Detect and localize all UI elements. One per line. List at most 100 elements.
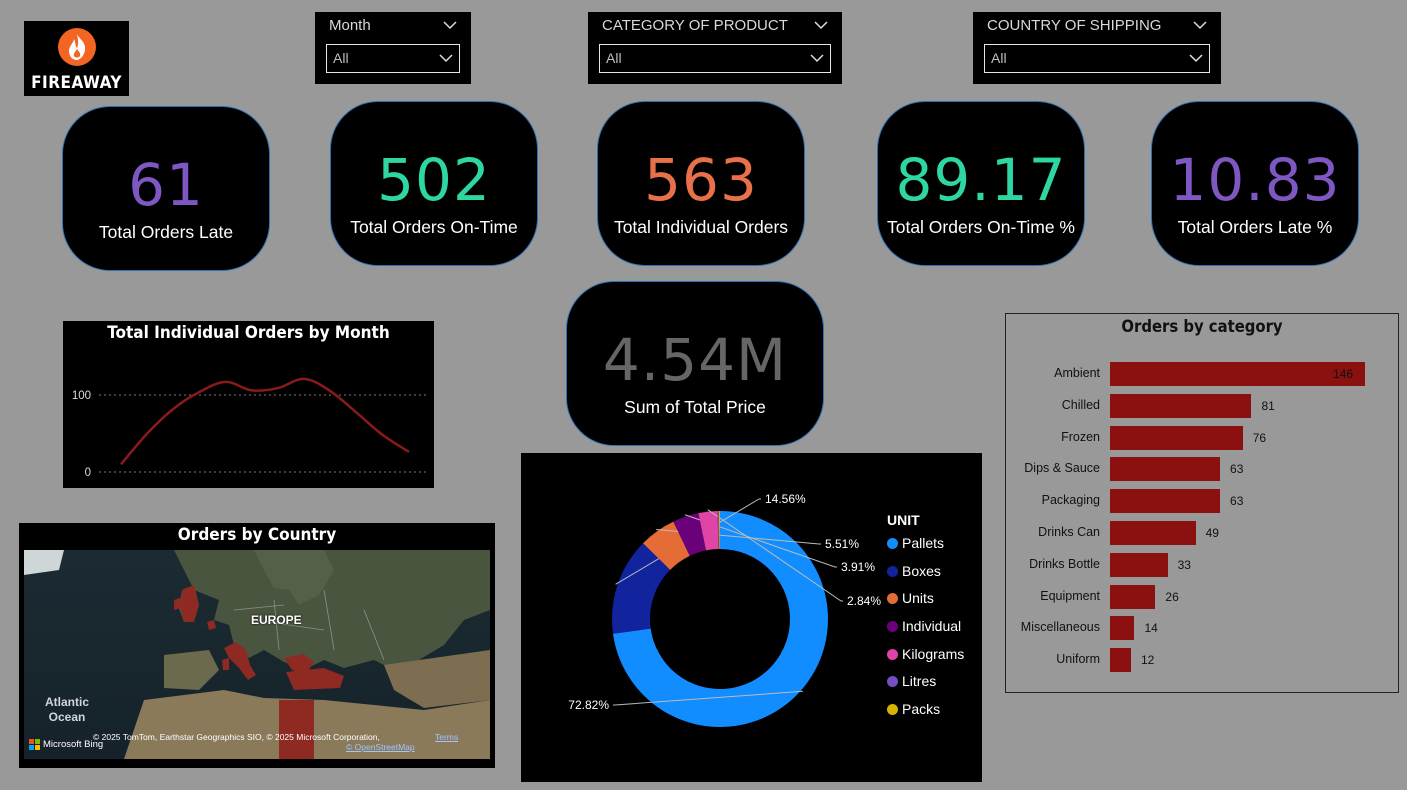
legend-item-litres[interactable]: Litres xyxy=(887,673,964,701)
kpi-label: Total Orders Late xyxy=(98,222,234,242)
y-tick-label: 0 xyxy=(85,467,91,479)
bar[interactable] xyxy=(1110,425,1243,450)
chevron-down-icon[interactable] xyxy=(814,18,828,32)
legend-label: Pallets xyxy=(902,535,945,551)
category-slicer-title: CATEGORY OF PRODUCT xyxy=(602,17,788,34)
chevron-down-icon[interactable] xyxy=(439,51,453,65)
data-label: 3.91% xyxy=(841,560,875,574)
fireaway-logo: FIREAWAY xyxy=(24,21,129,96)
data-label: 146 xyxy=(1333,367,1354,381)
orders-by-unit-donut-chart[interactable]: 72.82% 14.56% 5.51% 3.91% 2.84% UNIT Pallets… xyxy=(521,453,982,782)
legend-label: Individual xyxy=(902,618,962,635)
bar[interactable] xyxy=(1110,362,1365,386)
category-label: Drinks Bottle xyxy=(1029,556,1100,571)
legend-label: Packs xyxy=(902,701,941,718)
logo-text: FIREAWAY xyxy=(31,73,122,93)
bing-label: Microsoft Bing xyxy=(43,739,104,750)
kpi-value: 563 xyxy=(644,146,758,214)
map-label-europe: EUROPE xyxy=(251,613,302,627)
chevron-down-icon[interactable] xyxy=(810,51,824,65)
data-label: 14.56% xyxy=(765,492,806,506)
kpi-value: 89.17 xyxy=(895,146,1067,214)
country-highlight xyxy=(286,668,344,690)
data-label: 5.51% xyxy=(825,537,859,551)
country-dropdown-value: All xyxy=(991,50,1007,66)
legend-item-boxes[interactable]: Boxes xyxy=(887,563,964,591)
data-label: 26 xyxy=(1165,589,1179,604)
legend-item-units[interactable]: Units xyxy=(887,590,964,618)
country-dropdown[interactable]: All xyxy=(984,44,1210,73)
bar[interactable] xyxy=(1110,616,1135,641)
series-line xyxy=(120,377,410,466)
kpi-card-orders-late[interactable]: 61 Total Orders Late xyxy=(62,106,270,271)
category-label: Miscellaneous xyxy=(1020,620,1100,635)
category-dropdown-value: All xyxy=(606,50,622,66)
map-osm-link[interactable]: © OpenStreetMap xyxy=(346,742,415,752)
kpi-card-late-percent[interactable]: 10.83 Total Orders Late % xyxy=(1151,101,1359,266)
kpi-value: 502 xyxy=(377,146,491,214)
map-canvas[interactable] xyxy=(24,550,490,759)
chevron-down-icon[interactable] xyxy=(1193,18,1207,32)
category-label: Dips & Sauce xyxy=(1024,461,1100,476)
category-slicer[interactable]: CATEGORY OF PRODUCT All xyxy=(588,12,842,84)
bar[interactable] xyxy=(1110,393,1252,418)
map-label-ocean: Atlantic Ocean xyxy=(45,695,89,725)
chart-title: Orders by category xyxy=(1121,317,1283,336)
category-label: Frozen xyxy=(1061,429,1100,444)
kpi-label: Total Orders Late % xyxy=(1177,217,1333,237)
map-label-ocean-line2: Ocean xyxy=(48,710,86,724)
map-attribution: © 2025 TomTom, Earthstar Geographics SIO… xyxy=(93,732,380,742)
orders-by-month-chart[interactable]: Total Individual Orders by Month 100 0 xyxy=(63,321,434,488)
kpi-card-orders-on-time[interactable]: 502 Total Orders On-Time xyxy=(330,101,538,266)
legend-dot-icon xyxy=(887,704,898,716)
land-scandinavia xyxy=(254,550,334,605)
bar[interactable] xyxy=(1110,457,1221,482)
donut-slice-kilograms xyxy=(698,511,719,551)
bar[interactable] xyxy=(1110,489,1221,514)
kpi-card-on-time-percent[interactable]: 89.17 Total Orders On-Time % xyxy=(877,101,1085,266)
country-borders xyxy=(233,589,385,661)
donut-slice-units xyxy=(643,521,690,570)
legend-item-individual[interactable]: Individual xyxy=(887,618,964,646)
country-slicer[interactable]: COUNTRY OF SHIPPING All xyxy=(973,12,1221,84)
donut-slice-individual xyxy=(673,513,707,556)
donut-slice-packs xyxy=(718,511,720,550)
kpi-label: Total Orders On-Time % xyxy=(886,217,1075,237)
orders-by-category-chart[interactable]: Orders by category Ambient 146 Chilled 81 Fr… xyxy=(1005,313,1399,693)
bar[interactable] xyxy=(1110,648,1131,673)
legend-dot-icon xyxy=(887,538,898,549)
land-greenland xyxy=(24,550,64,575)
country-highlight xyxy=(284,654,314,674)
legend-item-packs[interactable]: Packs xyxy=(887,701,964,729)
month-slicer[interactable]: Month All xyxy=(315,12,471,84)
chevron-down-icon[interactable] xyxy=(1189,51,1203,65)
legend-dot-icon xyxy=(887,676,898,688)
legend-item-pallets[interactable]: Pallets xyxy=(887,535,964,563)
country-slicer-title: COUNTRY OF SHIPPING xyxy=(987,17,1162,34)
y-tick-label: 100 xyxy=(72,390,91,402)
category-label: Ambient xyxy=(1054,366,1100,380)
kpi-label: Total Individual Orders xyxy=(613,217,789,237)
bar[interactable] xyxy=(1110,521,1196,545)
data-label: 72.82% xyxy=(568,698,609,712)
kpi-card-total-price[interactable]: 4.54M Sum of Total Price xyxy=(566,281,824,446)
kpi-value: 10.83 xyxy=(1169,146,1341,214)
orders-by-country-map[interactable]: Orders by Country EUROPE Atlantic Ocean xyxy=(19,523,495,768)
category-dropdown[interactable]: All xyxy=(599,44,831,73)
leader-line xyxy=(613,690,803,706)
map-terms-link[interactable]: Terms xyxy=(435,732,459,742)
line-chart-plot: 100 0 xyxy=(72,377,429,479)
legend-item-kilograms[interactable]: Kilograms xyxy=(887,646,964,674)
data-label: 14 xyxy=(1144,621,1158,636)
kpi-card-individual-orders[interactable]: 563 Total Individual Orders xyxy=(597,101,805,266)
data-label: 33 xyxy=(1177,557,1191,572)
bar[interactable] xyxy=(1110,584,1156,609)
chevron-down-icon[interactable] xyxy=(443,18,457,32)
land-europe xyxy=(174,550,490,670)
leader-line xyxy=(684,514,837,568)
legend-label: Units xyxy=(902,590,934,607)
bar[interactable] xyxy=(1110,552,1168,577)
category-label: Uniform xyxy=(1056,652,1100,667)
data-label: 49 xyxy=(1205,526,1219,540)
month-dropdown[interactable]: All xyxy=(326,44,460,73)
